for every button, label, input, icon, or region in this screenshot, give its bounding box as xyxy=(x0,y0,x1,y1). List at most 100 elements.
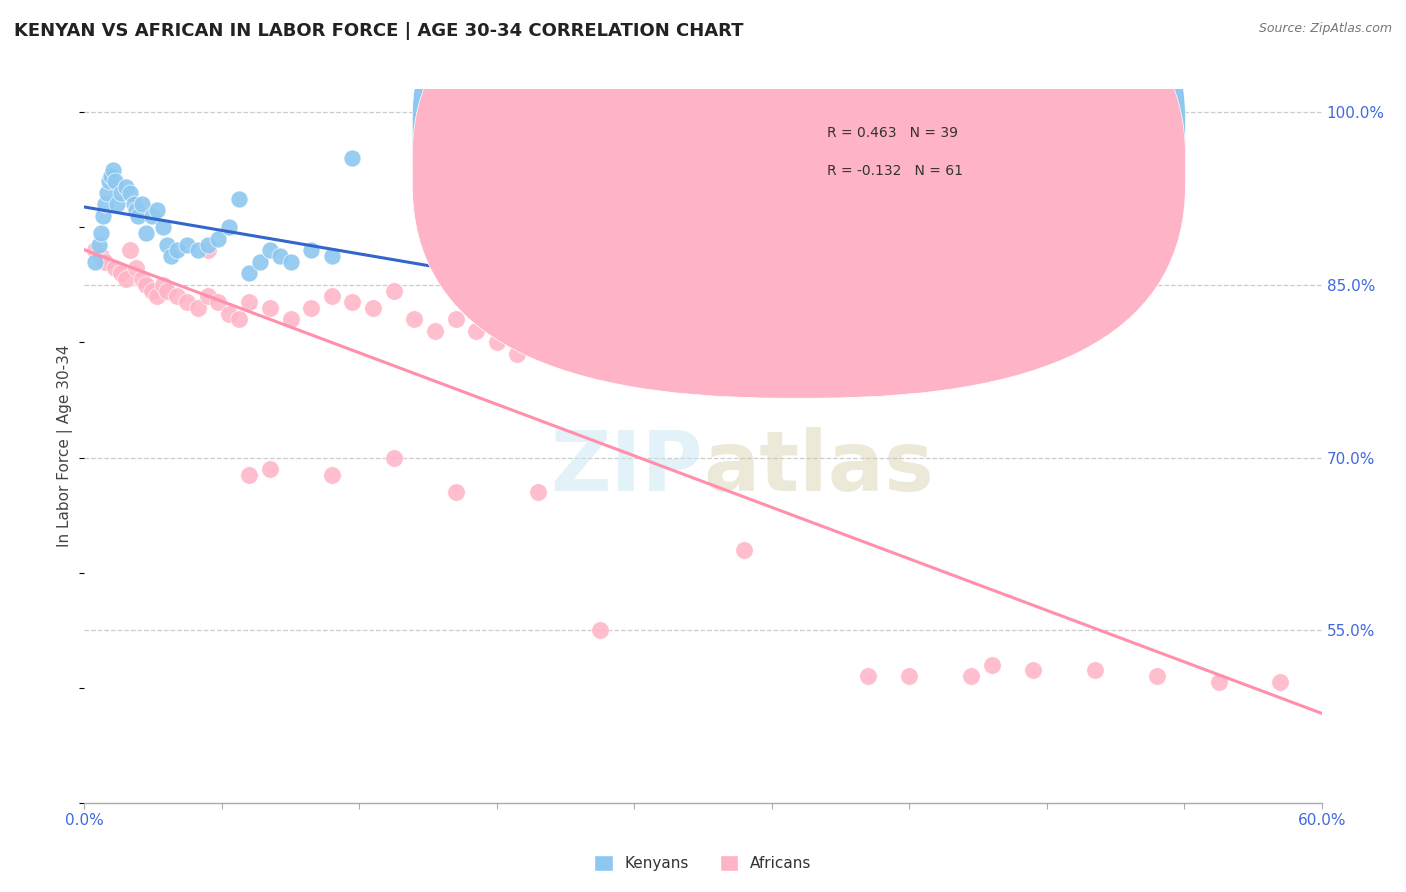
Point xyxy=(898,669,921,683)
Point xyxy=(176,295,198,310)
Point xyxy=(145,289,167,303)
Point xyxy=(733,542,755,557)
Point xyxy=(152,220,174,235)
Point xyxy=(547,335,569,350)
Point xyxy=(207,232,229,246)
Point xyxy=(1022,664,1045,678)
Point xyxy=(321,467,343,482)
Point xyxy=(630,347,652,361)
Point xyxy=(145,202,167,217)
Point xyxy=(87,237,110,252)
Point xyxy=(382,284,405,298)
Point xyxy=(321,249,343,263)
Point xyxy=(218,307,240,321)
Legend: Kenyans, Africans: Kenyans, Africans xyxy=(588,849,818,877)
Point xyxy=(280,255,302,269)
Point xyxy=(280,312,302,326)
Point xyxy=(259,301,281,315)
Point xyxy=(105,197,128,211)
Point xyxy=(96,186,118,200)
Point xyxy=(361,301,384,315)
Point xyxy=(125,260,148,275)
Point xyxy=(342,151,364,165)
Point xyxy=(269,249,291,263)
Point xyxy=(91,209,114,223)
Point xyxy=(122,197,145,211)
Text: ZIP: ZIP xyxy=(551,427,703,508)
Point xyxy=(249,255,271,269)
Point xyxy=(856,669,879,683)
Point xyxy=(104,174,127,188)
Point xyxy=(197,289,219,303)
Point xyxy=(104,260,127,275)
Point xyxy=(131,272,153,286)
Point xyxy=(160,249,183,263)
Point xyxy=(90,249,112,263)
Point xyxy=(94,197,117,211)
Point xyxy=(527,318,550,333)
Point xyxy=(506,347,529,361)
Point xyxy=(465,324,488,338)
Point xyxy=(83,244,105,258)
Point xyxy=(713,352,735,367)
Point xyxy=(110,266,132,280)
Point xyxy=(118,244,141,258)
Text: atlas: atlas xyxy=(703,427,934,508)
Point xyxy=(238,295,260,310)
Point xyxy=(141,209,163,223)
Text: KENYAN VS AFRICAN IN LABOR FORCE | AGE 30-34 CORRELATION CHART: KENYAN VS AFRICAN IN LABOR FORCE | AGE 3… xyxy=(14,22,744,40)
Point xyxy=(1208,675,1230,690)
Point xyxy=(299,301,322,315)
Point xyxy=(100,169,122,183)
Point xyxy=(423,324,446,338)
Point xyxy=(135,277,157,292)
Point xyxy=(118,186,141,200)
Text: R = -0.132   N = 61: R = -0.132 N = 61 xyxy=(827,163,963,178)
Text: R = 0.463   N = 39: R = 0.463 N = 39 xyxy=(827,126,957,140)
Point xyxy=(187,301,209,315)
Point xyxy=(444,312,467,326)
Point xyxy=(103,162,125,177)
FancyBboxPatch shape xyxy=(412,0,1185,398)
Point xyxy=(1084,664,1107,678)
Point xyxy=(485,335,508,350)
Point xyxy=(114,272,136,286)
Point xyxy=(187,244,209,258)
Point xyxy=(90,226,112,240)
Point xyxy=(152,277,174,292)
Text: Source: ZipAtlas.com: Source: ZipAtlas.com xyxy=(1258,22,1392,36)
Point xyxy=(228,312,250,326)
Point xyxy=(960,669,983,683)
Point xyxy=(671,324,693,338)
Point xyxy=(238,467,260,482)
Point xyxy=(110,186,132,200)
Point xyxy=(775,359,797,373)
Point xyxy=(1146,669,1168,683)
Point xyxy=(527,485,550,500)
Point xyxy=(382,450,405,465)
Point xyxy=(259,462,281,476)
Point xyxy=(98,174,121,188)
Point xyxy=(166,244,188,258)
Point xyxy=(259,244,281,258)
Point xyxy=(589,341,612,355)
Point xyxy=(127,209,149,223)
FancyBboxPatch shape xyxy=(765,100,1161,203)
Point xyxy=(404,312,426,326)
Point xyxy=(228,192,250,206)
Point xyxy=(207,295,229,310)
Point xyxy=(238,266,260,280)
Point xyxy=(166,289,188,303)
Point xyxy=(197,244,219,258)
Point xyxy=(114,180,136,194)
Point xyxy=(321,289,343,303)
Y-axis label: In Labor Force | Age 30-34: In Labor Force | Age 30-34 xyxy=(56,344,73,548)
Point xyxy=(980,657,1002,672)
Point xyxy=(135,226,157,240)
Point xyxy=(176,237,198,252)
Point xyxy=(156,237,179,252)
Point xyxy=(589,623,612,637)
Point xyxy=(299,244,322,258)
Point xyxy=(837,364,859,378)
Point xyxy=(1270,675,1292,690)
